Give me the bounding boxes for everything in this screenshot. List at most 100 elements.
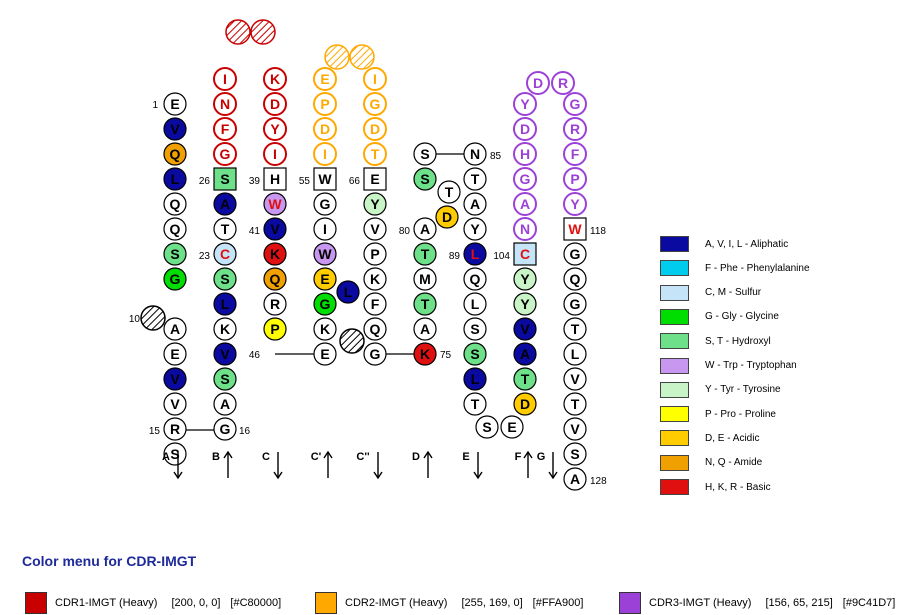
cdr-swatch [315,592,337,614]
residue-D: D [435,205,459,229]
position-label-layer: 1 10 15 16 23 26 39 41 46 55 66 75 80 85 89 104 118 128 [129,100,607,487]
residue-Y: Y [513,92,537,116]
residue-T: T [513,367,537,391]
residue-marker [313,342,337,366]
legend-item: Y - Tyr - Tyrosine [660,381,781,398]
residue-marker [513,192,537,216]
residue-marker [363,317,387,341]
cdr-hex: [#FFA900] [532,597,584,609]
residue-V: V [563,417,587,441]
residue-letter: I [273,146,277,162]
residue-T: T [563,317,587,341]
residue-marker [313,267,337,291]
residue-Y: Y [513,292,537,316]
residue-letter: G [570,96,581,112]
residue-Q: Q [163,142,187,166]
residue-T: T [413,242,437,266]
residue-marker [163,442,187,466]
residue-letter: I [223,71,227,87]
residue-marker [513,92,537,116]
residue-N: N [463,142,487,166]
residue-letter: Q [570,271,581,287]
residue-marker [463,392,487,416]
residue-letter: S [170,446,179,462]
residue-letter: G [170,271,181,287]
residue-marker [526,71,550,95]
residue-letter: Y [520,271,530,287]
cdr-name: CDR2-IMGT (Heavy) [345,597,448,609]
cdr-name: CDR3-IMGT (Heavy) [649,597,752,609]
residue-marker [363,117,387,141]
residue-marker [513,317,537,341]
legend-swatch [660,284,689,301]
residue-letter: G [370,96,381,112]
residue-letter: V [270,221,280,237]
residue-marker [413,217,437,241]
residue-marker [413,292,437,316]
residue-letter: D [442,209,452,225]
legend-swatch [660,236,689,252]
gap-position-marker [250,19,276,45]
residue-marker [563,367,587,391]
residue-letter: Q [370,321,381,337]
residue-W: W [313,242,337,266]
position-number: 23 [199,251,211,262]
legend-swatch [660,260,689,277]
residue-letter: F [571,146,580,162]
residue-marker [263,142,287,166]
legend-item: G - Gly - Glycine [660,308,779,325]
residue-marker [363,92,387,116]
residue-L: L [563,342,587,366]
residue-marker [313,317,337,341]
residue-S: S [213,267,237,291]
residue-letter: G [220,146,231,162]
position-number: 26 [199,176,211,187]
residue-marker [163,242,187,266]
residue-marker [163,267,187,291]
strand-arrow-head [273,471,283,480]
gap-position-marker [140,305,166,331]
residue-N: N [513,217,537,241]
residue-letter: D [370,121,380,137]
residue-letter: A [170,321,180,337]
residue-letter: L [471,246,480,262]
residue-marker [213,292,237,316]
residue-marker [563,167,587,191]
residue-marker [513,142,537,166]
cdr-swatch [619,592,641,614]
residue-marker [213,342,237,366]
residue-marker [313,217,337,241]
legend-text: D, E - Acidic [705,432,760,444]
residue-L: L [463,367,487,391]
residue-letter: Q [170,196,181,212]
residue-R: R [563,117,587,141]
residue-letter: V [170,396,180,412]
residue-R: R [163,417,187,441]
residue-marker [513,392,537,416]
residue-letter: Y [520,96,530,112]
residue-marker [463,317,487,341]
residue-marker [563,92,587,116]
residue-marker [263,67,287,91]
residue-marker [313,117,337,141]
residue-marker [463,217,487,241]
residue-letter: S [170,246,179,262]
residue-letter: Y [520,296,530,312]
residue-S: S [163,442,187,466]
residue-marker [163,367,187,391]
residue-marker [513,267,537,291]
residue-marker [413,342,437,366]
residue-A: A [213,192,237,216]
residue-marker [363,267,387,291]
residue-E: E [363,167,387,191]
residue-P: P [563,167,587,191]
residue-marker [263,167,287,191]
residue-W: W [263,192,287,216]
residue-Y: Y [563,192,587,216]
strand-arrow-head [223,450,233,459]
residue-letter: W [318,171,332,187]
legend-swatch [660,406,689,423]
cdr-color-menu-title: Color menu for CDR-IMGT [22,553,197,569]
gap-position-marker [339,328,365,354]
